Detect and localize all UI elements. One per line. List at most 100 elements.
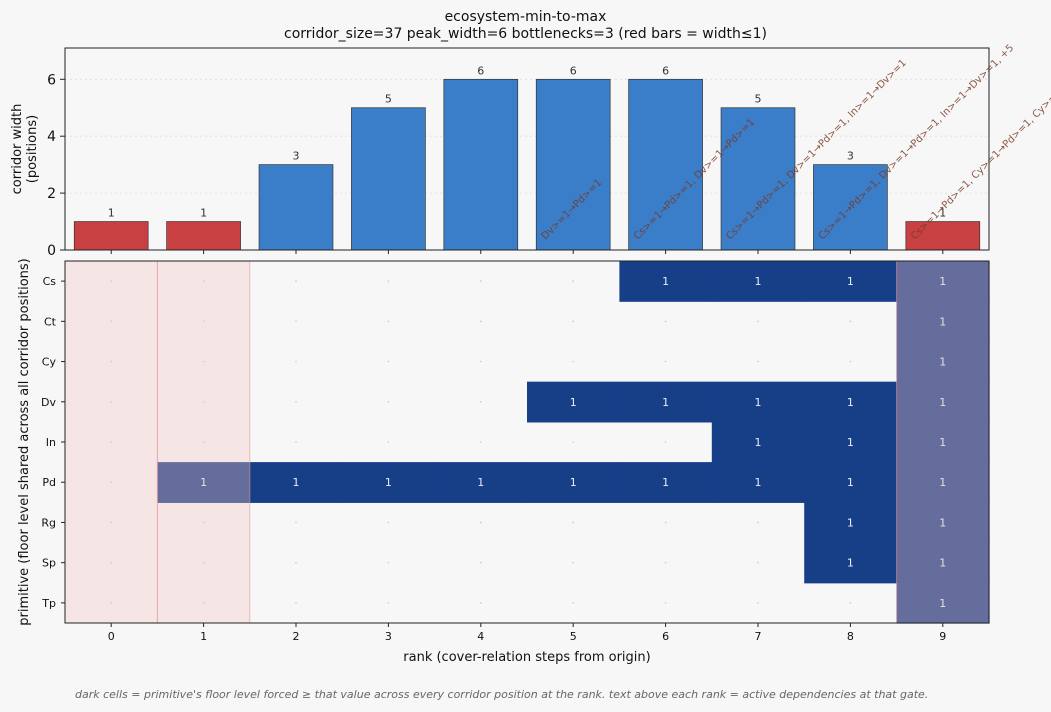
heatmap-cell	[896, 301, 990, 343]
bar-value-label: 3	[847, 150, 854, 163]
y-tick-label: 6	[47, 72, 56, 88]
empty-cell-dot	[387, 441, 390, 443]
bar	[351, 107, 426, 251]
bar	[535, 78, 611, 251]
bar	[443, 78, 519, 251]
heatmap-row-label: Cs	[43, 275, 57, 288]
heatmap-x-tick-label: 4	[477, 630, 484, 643]
empty-cell-dot	[572, 280, 574, 282]
heatmap-cell	[711, 421, 805, 463]
empty-cell-dot	[849, 320, 852, 323]
empty-cell-dot	[480, 360, 482, 363]
heatmap-cell-value: 1	[293, 476, 300, 489]
empty-cell-dot	[202, 602, 205, 604]
heatmap-cell	[157, 462, 251, 503]
heatmap-row-label: Rg	[41, 516, 56, 529]
empty-cell-dot	[110, 320, 112, 323]
empty-cell-dot	[295, 441, 297, 443]
empty-cell-dot	[480, 602, 482, 604]
bar-value-label: 1	[200, 207, 207, 220]
heatmap-row-label: In	[46, 436, 56, 449]
heatmap-row-label: Dv	[41, 396, 56, 409]
heatmap-cell	[804, 542, 898, 584]
empty-cell-dot	[295, 602, 297, 604]
heatmap-cell-value: 1	[939, 275, 946, 288]
heatmap-cell-value: 1	[939, 315, 946, 328]
heatmap-cell	[804, 502, 898, 544]
bar-y-axis-label-units: (positions)	[25, 115, 40, 183]
empty-cell-dot	[387, 521, 390, 524]
heatmap-cell-value: 1	[755, 436, 762, 449]
heatmap-cell-value: 1	[939, 557, 946, 570]
heatmap-cell-value: 1	[847, 476, 854, 489]
empty-cell-dot	[664, 360, 667, 363]
heatmap-row-label: Sp	[42, 557, 56, 570]
empty-cell-dot	[572, 320, 574, 323]
heatmap-cell-value: 1	[847, 436, 854, 449]
empty-cell-dot	[387, 320, 390, 323]
heatmap-x-axis-label: rank (cover-relation steps from origin)	[403, 650, 650, 665]
bottleneck-column-highlight	[64, 260, 158, 624]
y-tick-label: 0	[47, 243, 56, 259]
empty-cell-dot	[110, 360, 112, 363]
empty-cell-dot	[110, 481, 112, 484]
empty-cell-dot	[387, 280, 390, 282]
heatmap-cell	[711, 462, 805, 503]
heatmap-cell	[619, 381, 713, 423]
empty-cell-dot	[202, 280, 205, 282]
empty-cell-dot	[110, 441, 112, 443]
empty-cell-dot	[202, 441, 205, 443]
bar-value-label: 6	[477, 64, 484, 77]
heatmap-cell	[896, 542, 990, 584]
bar-value-label: 6	[570, 64, 577, 77]
empty-cell-dot	[664, 441, 667, 443]
empty-cell-dot	[572, 561, 574, 564]
empty-cell-dot	[572, 441, 574, 443]
empty-cell-dot	[110, 521, 112, 524]
empty-cell-dot	[480, 561, 482, 564]
heatmap-cell	[711, 381, 805, 423]
heatmap-cell-value: 1	[847, 557, 854, 570]
heatmap-cell	[619, 261, 713, 302]
heatmap-cell-value: 1	[662, 275, 669, 288]
heatmap-x-tick-label: 3	[385, 630, 392, 643]
empty-cell-dot	[664, 320, 667, 323]
heatmap-row-label: Tp	[41, 597, 56, 610]
empty-cell-dot	[757, 602, 759, 604]
heatmap-cell	[896, 421, 990, 463]
empty-cell-dot	[202, 521, 205, 524]
bar-value-label: 5	[385, 93, 392, 106]
empty-cell-dot	[202, 400, 205, 403]
heatmap-row-label: Cy	[42, 356, 57, 369]
empty-cell-dot	[387, 602, 390, 604]
y-tick-label: 2	[47, 186, 56, 202]
heatmap-cell-value: 1	[385, 476, 392, 489]
heatmap-cell-value: 1	[477, 476, 484, 489]
bottleneck-bar	[166, 221, 241, 251]
heatmap-x-tick-label: 1	[200, 630, 207, 643]
empty-cell-dot	[757, 561, 759, 564]
empty-cell-dot	[664, 561, 667, 564]
empty-cell-dot	[110, 561, 112, 564]
heatmap-cell-value: 1	[662, 396, 669, 409]
empty-cell-dot	[757, 360, 759, 363]
bar-value-label: 3	[293, 150, 300, 163]
empty-cell-dot	[110, 602, 112, 604]
empty-cell-dot	[757, 521, 759, 524]
heatmap-cell-value: 1	[847, 516, 854, 529]
heatmap-x-tick-label: 8	[847, 630, 854, 643]
empty-cell-dot	[849, 360, 852, 363]
heatmap-cell-value: 1	[939, 436, 946, 449]
heatmap-cell	[896, 502, 990, 544]
bottleneck-bar	[73, 221, 149, 251]
heatmap-cell	[711, 261, 805, 302]
heatmap-cell	[527, 462, 620, 503]
heatmap-cell	[249, 462, 343, 503]
empty-cell-dot	[572, 521, 574, 524]
heatmap-x-tick-label: 5	[570, 630, 577, 643]
empty-cell-dot	[480, 400, 482, 403]
footer-note: dark cells = primitive's floor level for…	[75, 688, 929, 701]
heatmap-row-label: Ct	[44, 315, 57, 328]
empty-cell-dot	[387, 561, 390, 564]
